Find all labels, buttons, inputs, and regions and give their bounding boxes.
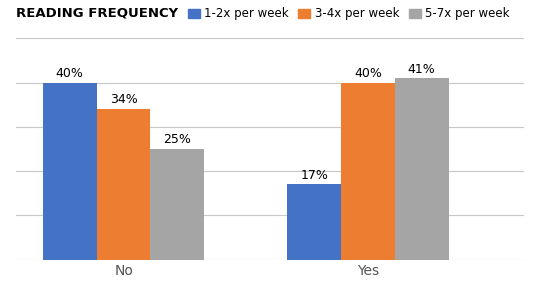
Legend: 1-2x per week, 3-4x per week, 5-7x per week: 1-2x per week, 3-4x per week, 5-7x per w… xyxy=(188,7,510,20)
Text: 41%: 41% xyxy=(408,63,435,76)
Text: 40%: 40% xyxy=(56,67,84,80)
Bar xyxy=(395,78,448,260)
Text: 25%: 25% xyxy=(163,133,191,146)
Bar xyxy=(43,83,97,260)
Text: 17%: 17% xyxy=(300,169,328,182)
Bar xyxy=(287,184,341,260)
Text: READING FREQUENCY: READING FREQUENCY xyxy=(16,7,178,20)
Text: 34%: 34% xyxy=(110,94,137,106)
Text: 40%: 40% xyxy=(354,67,382,80)
Bar xyxy=(150,149,204,260)
Bar xyxy=(341,83,395,260)
Bar xyxy=(97,109,150,260)
